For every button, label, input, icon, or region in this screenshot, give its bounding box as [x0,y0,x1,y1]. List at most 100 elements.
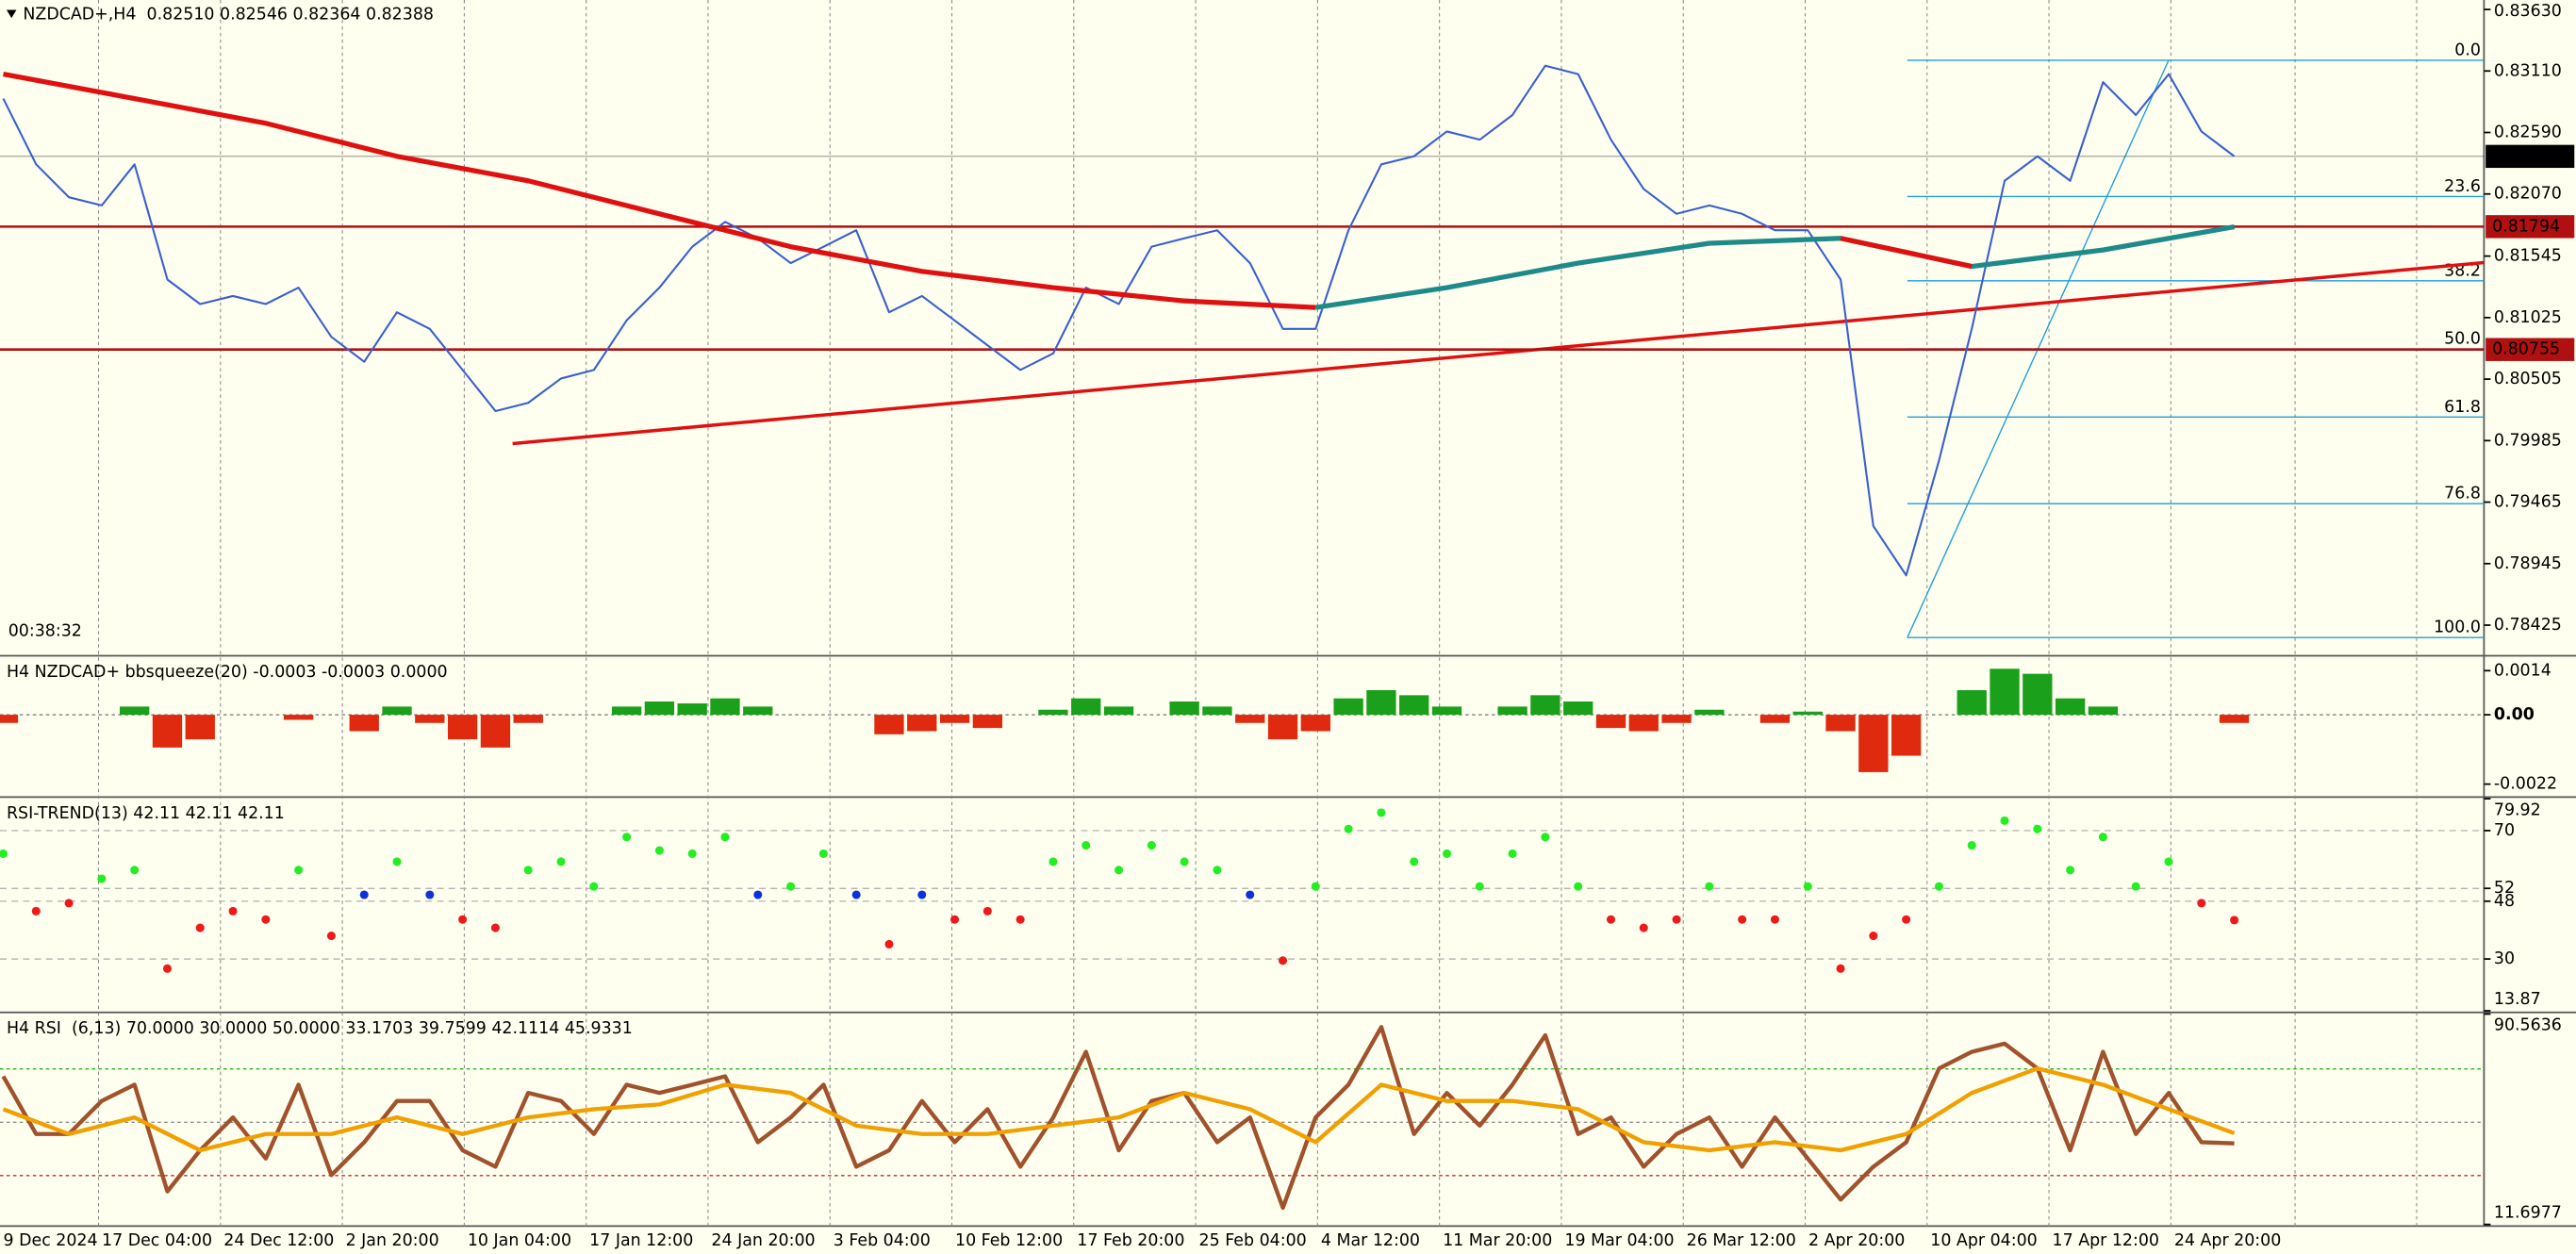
histogram-bar [1103,706,1134,716]
y-tick-label: 0.00 [2494,705,2535,724]
rsi-dot [1442,849,1452,858]
y-tick-label: 0.78945 [2494,554,2562,573]
x-tick-label: 2 Jan 20:00 [346,1231,439,1250]
histogram-bar [1825,715,1856,732]
price-box-label: 0.81794 [2492,217,2560,236]
histogram-bar [349,715,379,732]
x-tick-label: 17 Feb 20:00 [1077,1231,1184,1250]
rsi-dot [1869,932,1878,941]
x-tick-label: 25 Feb 04:00 [1199,1231,1307,1250]
x-tick-label: 10 Feb 12:00 [955,1231,1063,1250]
y-tick-label: 30 [2494,949,2515,968]
histogram-bar [1694,709,1725,716]
histogram-bar [1497,706,1527,716]
rsi-dot [589,882,599,891]
price-box [2485,144,2575,169]
y-tick-label: 90.5636 [2494,1016,2562,1035]
rsi-dot [64,899,74,908]
series-line [2,64,2236,577]
y-tick-label: 0.0014 [2494,661,2551,680]
x-tick-label: 10 Jan 04:00 [468,1231,571,1250]
histogram-bar [415,715,445,723]
histogram-bar [1431,706,1462,716]
rsi-dot [720,833,730,842]
histogram-bar [2219,715,2250,723]
series-line [3,72,1973,310]
x-tick-label: 24 Apr 20:00 [2174,1231,2281,1250]
series-line [1,1025,2235,1211]
histogram-bar [972,715,1003,729]
rsi-dot [490,923,500,932]
fib-label: 0.0 [2454,41,2481,60]
rsi-dot [917,890,927,899]
rsi-dot [326,932,336,941]
rsi-dot [425,890,435,899]
y-tick-label: 48 [2494,892,2515,911]
histogram-bar [874,715,904,734]
rsi-dot [1508,849,1517,858]
rsi-dot [2230,916,2239,925]
rsi-dot [1705,882,1714,891]
rsi-dot [130,866,140,875]
price-box-label: 0.80755 [2492,340,2560,359]
histogram-bar [120,706,150,716]
rsi-dot [1410,857,1419,866]
y-tick-label: 79.92 [2494,800,2541,819]
fib-label: 50.0 [2444,330,2481,349]
histogram-bar [2088,706,2119,716]
histogram-bar [1563,701,1593,716]
histogram-bar [382,706,412,716]
rsi-dot [1344,824,1353,833]
rsi-dot [1803,882,1812,891]
y-tick-label: 52 [2494,879,2515,898]
histogram-bar [1300,715,1330,732]
rsi-dot [1967,841,1976,850]
x-tick-label: 24 Dec 12:00 [223,1231,334,1250]
histogram-bar [1366,690,1396,716]
histogram-bar [1628,715,1659,732]
rsi-dot [1278,956,1288,965]
histogram-bar [1661,715,1692,723]
y-tick-label: 0.81545 [2494,247,2562,266]
histogram-bar [1333,698,1363,716]
x-tick-label: 26 Mar 12:00 [1687,1231,1796,1250]
rsi-dot [1738,915,1747,924]
rsi-dot [1082,841,1091,850]
y-tick-label: 0.79985 [2494,431,2562,450]
rsi-dot [458,915,468,924]
rsi-dot [1574,882,1583,891]
rsi-dot [1836,964,1845,973]
y-tick-label: 13.87 [2494,990,2541,1009]
histogram-bar [185,715,215,740]
panel-title: NZDCAD+,H4 0.82510 0.82546 0.82364 0.823… [23,6,434,25]
histogram-bar [611,706,642,716]
x-tick-label: 4 Mar 12:00 [1321,1231,1420,1250]
histogram-bar [1267,715,1298,740]
panel-title: RSI-TREND(13) 42.11 42.11 42.11 [7,804,285,823]
rsi-dot [983,906,992,916]
histogram-bar [480,715,511,748]
histogram-bar [1071,698,1101,716]
rsi-dot [1049,857,1058,866]
y-tick-label: 0.78425 [2494,616,2562,635]
rsi-dot [1934,882,1943,891]
rsi-dot [523,866,533,875]
rsi-dot [1115,866,1124,875]
x-tick-label: 17 Jan 12:00 [589,1231,693,1250]
series-line [2,1066,2236,1153]
histogram-bar [2055,698,2086,716]
x-tick-label: 2 Apr 20:00 [1808,1231,1905,1250]
trendline [512,260,2485,446]
rsi-dot [1672,915,1681,924]
x-tick-label: 3 Feb 04:00 [834,1231,931,1250]
rsi-dot [1311,882,1320,891]
rsi-dot [622,833,632,842]
rsi-dot [753,890,763,899]
rsi-dot [97,874,107,883]
histogram-bar [743,706,773,716]
histogram-bar [1990,668,2020,716]
rsi-dot [2164,857,2173,866]
rsi-dot [950,915,960,924]
histogram-bar [0,715,19,723]
